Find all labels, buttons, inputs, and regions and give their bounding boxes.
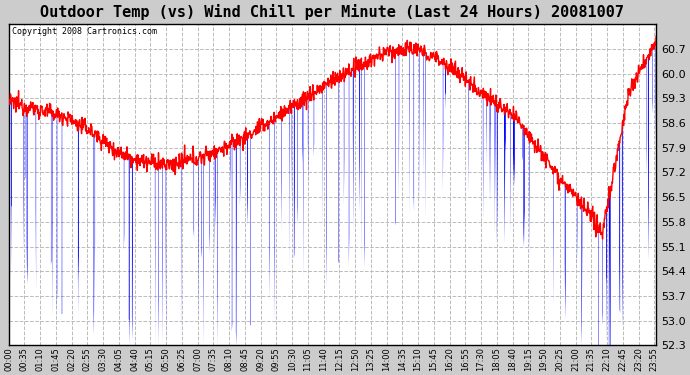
Title: Outdoor Temp (vs) Wind Chill per Minute (Last 24 Hours) 20081007: Outdoor Temp (vs) Wind Chill per Minute … (41, 4, 624, 20)
Text: Copyright 2008 Cartronics.com: Copyright 2008 Cartronics.com (12, 27, 157, 36)
